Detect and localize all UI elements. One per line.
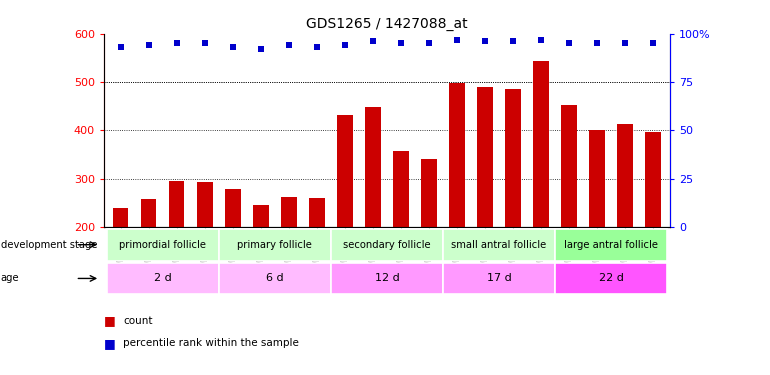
- Text: 17 d: 17 d: [487, 273, 511, 284]
- Title: GDS1265 / 1427088_at: GDS1265 / 1427088_at: [306, 17, 467, 32]
- Text: small antral follicle: small antral follicle: [451, 240, 547, 250]
- Bar: [477, 87, 493, 227]
- Text: primary follicle: primary follicle: [237, 240, 313, 250]
- Point: [395, 40, 407, 46]
- Bar: [281, 197, 296, 227]
- Bar: [589, 130, 604, 227]
- Bar: [141, 199, 156, 227]
- Point: [479, 39, 491, 45]
- Text: 12 d: 12 d: [374, 273, 400, 284]
- Text: ■: ■: [104, 314, 115, 327]
- Bar: [331, 229, 443, 261]
- Point: [283, 42, 295, 48]
- Bar: [310, 198, 325, 227]
- Bar: [393, 151, 409, 227]
- Bar: [421, 159, 437, 227]
- Bar: [107, 229, 219, 261]
- Bar: [555, 229, 667, 261]
- Bar: [645, 132, 661, 227]
- Text: count: count: [123, 316, 152, 326]
- Text: secondary follicle: secondary follicle: [343, 240, 430, 250]
- Bar: [561, 105, 577, 227]
- Bar: [107, 262, 219, 294]
- Bar: [337, 115, 353, 227]
- Text: 2 d: 2 d: [154, 273, 172, 284]
- Bar: [443, 262, 555, 294]
- Text: primordial follicle: primordial follicle: [119, 240, 206, 250]
- Point: [115, 44, 127, 50]
- Bar: [505, 89, 521, 227]
- Point: [367, 39, 379, 45]
- Text: ■: ■: [104, 337, 115, 350]
- Bar: [219, 229, 331, 261]
- Text: 6 d: 6 d: [266, 273, 283, 284]
- Point: [339, 42, 351, 48]
- Bar: [253, 205, 269, 227]
- Text: development stage: development stage: [1, 240, 97, 250]
- Text: 22 d: 22 d: [598, 273, 624, 284]
- Point: [450, 36, 463, 42]
- Point: [226, 44, 239, 50]
- Bar: [225, 189, 240, 227]
- Point: [171, 40, 183, 46]
- Point: [591, 40, 603, 46]
- Point: [255, 46, 267, 52]
- Point: [142, 42, 155, 48]
- Text: large antral follicle: large antral follicle: [564, 240, 658, 250]
- Point: [563, 40, 575, 46]
- Text: age: age: [1, 273, 19, 284]
- Point: [199, 40, 211, 46]
- Point: [535, 36, 547, 42]
- Bar: [443, 229, 555, 261]
- Bar: [197, 183, 213, 227]
- Text: percentile rank within the sample: percentile rank within the sample: [123, 338, 299, 348]
- Bar: [169, 181, 185, 227]
- Bar: [365, 106, 380, 227]
- Bar: [555, 262, 667, 294]
- Bar: [449, 84, 464, 227]
- Bar: [534, 61, 549, 227]
- Bar: [331, 262, 443, 294]
- Bar: [219, 262, 331, 294]
- Point: [647, 40, 659, 46]
- Bar: [113, 208, 129, 227]
- Bar: [618, 124, 633, 227]
- Point: [507, 39, 519, 45]
- Point: [619, 40, 631, 46]
- Point: [311, 44, 323, 50]
- Point: [423, 40, 435, 46]
